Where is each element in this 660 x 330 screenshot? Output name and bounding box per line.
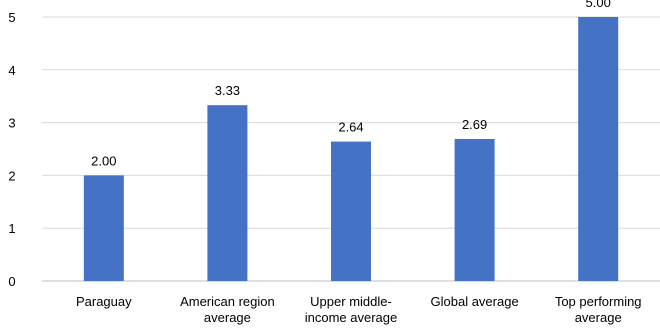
y-tick-label: 1 <box>8 221 15 236</box>
data-label: 5.00 <box>586 0 611 10</box>
category-label-line: Global average <box>431 294 519 309</box>
category-label-line: Top performing <box>555 294 642 309</box>
bar <box>578 17 619 281</box>
y-tick-label: 0 <box>8 274 15 289</box>
y-tick-label: 2 <box>8 168 15 183</box>
bar <box>207 105 248 282</box>
category-label-line: American region <box>180 294 275 309</box>
category-label: Top performing average <box>555 294 642 325</box>
category-label: Global average <box>431 294 519 309</box>
category-label: Upper middle-income average <box>305 294 398 325</box>
bars <box>83 17 619 282</box>
category-label-line: Paraguay <box>76 294 132 309</box>
category-label: Paraguay <box>76 294 132 309</box>
y-axis: 0 1 2 3 4 5 <box>8 10 15 289</box>
data-labels: 2.00 3.33 2.64 2.69 5.00 <box>91 0 611 168</box>
data-label: 2.00 <box>91 153 116 168</box>
bar <box>454 138 495 281</box>
category-label-line: income average <box>305 310 398 325</box>
data-label: 2.64 <box>338 120 363 135</box>
data-label: 3.33 <box>215 83 240 98</box>
category-label-line: average <box>204 310 251 325</box>
data-label: 2.69 <box>462 117 487 132</box>
y-tick-label: 4 <box>8 63 15 78</box>
y-tick-label: 3 <box>8 116 15 131</box>
category-label: American region average <box>180 294 275 325</box>
y-tick-label: 5 <box>8 10 15 25</box>
bar <box>331 141 371 281</box>
category-label-line: Upper middle- <box>310 294 392 309</box>
category-label-line: average <box>575 310 622 325</box>
bar <box>83 175 124 281</box>
